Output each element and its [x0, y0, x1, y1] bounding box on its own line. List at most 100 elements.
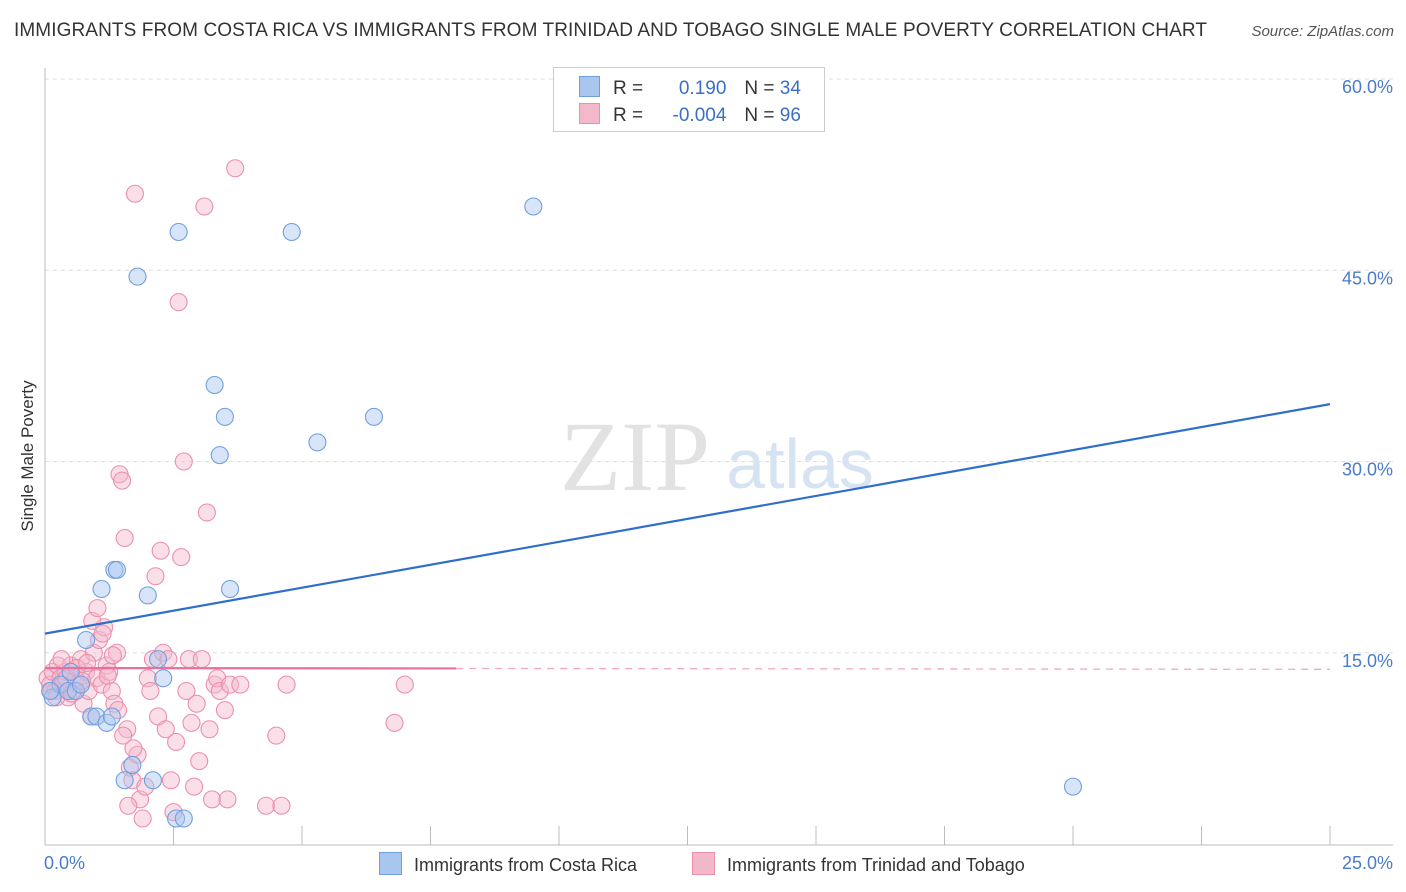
chart-title: IMMIGRANTS FROM COSTA RICA VS IMMIGRANTS… [14, 20, 1208, 41]
blue-point [282, 222, 301, 242]
bottom-legend-costa-rica: Immigrants from Costa Rica [379, 852, 637, 876]
blue-point [77, 630, 96, 650]
pink-point [220, 675, 240, 694]
legend-r-label: R = [613, 78, 644, 99]
x-tick-label-max: 25.0% [1342, 853, 1393, 873]
watermark-zip: ZIP [560, 401, 710, 512]
blue-point [174, 809, 193, 828]
pink-point [267, 726, 286, 745]
blue-point [115, 771, 134, 790]
pink-point [151, 541, 170, 560]
legend-row-costa-rica: R = 0.190 N = 34 [579, 76, 801, 100]
pink-point [215, 701, 234, 720]
legend-swatch-pink [579, 103, 600, 124]
pink-point [88, 599, 107, 618]
pink-point [93, 624, 112, 643]
pink-point [161, 771, 180, 790]
pink-point [172, 548, 191, 567]
blue-point [71, 675, 91, 694]
pink-point [203, 790, 222, 809]
pink-point [197, 503, 216, 522]
pink-point [256, 796, 276, 815]
pink-point [395, 675, 414, 694]
blue-point [107, 560, 127, 579]
legend-swatch-blue [579, 76, 600, 97]
pink-point [192, 650, 211, 669]
pink-point [119, 796, 138, 815]
bottom-legend-trinidad: Immigrants from Trinidad and Tobago [692, 852, 1025, 876]
legend-r-value-2: -0.004 [672, 105, 727, 126]
legend-n-label: N = [744, 78, 775, 99]
pink-point [115, 528, 134, 548]
blue-point [123, 755, 142, 775]
blue-point [364, 407, 384, 426]
pink-point [187, 694, 206, 713]
blue-point [220, 579, 240, 599]
pink-point [103, 646, 122, 665]
x-tick-label-min: 0.0% [44, 853, 85, 873]
pink-point [133, 809, 152, 828]
pink-point [200, 720, 219, 739]
correlation-legend: R = 0.190 N = 34 R = -0.004 N = 96 [553, 67, 825, 132]
pink-trend-line-extension [456, 667, 1331, 670]
blue-point [143, 771, 162, 790]
blue-point [41, 681, 60, 701]
legend-row-trinidad: R = -0.004 N = 96 [579, 103, 801, 127]
blue-point [169, 222, 188, 242]
axes [44, 68, 1393, 846]
blue-point [138, 586, 157, 605]
bottom-legend-label-1: Immigrants from Costa Rica [414, 855, 638, 875]
pink-series-points [38, 159, 414, 828]
pink-point [124, 739, 143, 758]
pink-point [167, 732, 186, 752]
blue-point [1063, 777, 1083, 796]
blue-trend-line [44, 403, 1331, 635]
legend-n-label-2: N = [744, 105, 775, 126]
blue-point [210, 446, 229, 465]
blue-point [128, 267, 147, 286]
pink-point [385, 713, 404, 732]
pink-point [114, 726, 133, 745]
pink-point [210, 681, 229, 701]
bottom-swatch-blue [379, 852, 402, 875]
pink-point [174, 452, 193, 471]
pink-point [218, 790, 237, 809]
pink-point [146, 567, 165, 586]
pink-point [113, 471, 132, 490]
pink-point [169, 293, 188, 312]
pink-point [226, 159, 245, 178]
y-tick-label: 45.0% [1342, 268, 1393, 288]
bottom-legend-label-2: Immigrants from Trinidad and Tobago [727, 855, 1025, 875]
gridlines [45, 78, 1393, 654]
pink-point [182, 713, 201, 732]
blue-series-points [41, 197, 1083, 828]
blue-point [167, 809, 186, 828]
legend-n-value-2: 96 [779, 105, 801, 126]
y-tick-label: 60.0% [1342, 77, 1393, 97]
bottom-swatch-pink [692, 852, 715, 875]
pink-point [141, 681, 160, 701]
pink-point [231, 675, 250, 694]
pink-point [156, 720, 175, 739]
y-tick-label: 15.0% [1342, 651, 1393, 671]
pink-point [177, 681, 196, 701]
blue-point [92, 579, 111, 599]
tick-labels: 15.0% 30.0% 45.0% 60.0% 0.0% 25.0% [44, 77, 1393, 873]
y-tick-label: 30.0% [1342, 460, 1393, 480]
legend-n-value-1: 34 [779, 78, 801, 99]
blue-point [524, 197, 543, 216]
blue-point [308, 433, 327, 452]
trend-lines [44, 403, 1331, 670]
legend-r-value-1: 0.190 [678, 78, 727, 99]
pink-point [125, 184, 144, 203]
legend-r-label-2: R = [613, 105, 644, 126]
blue-point [154, 669, 173, 688]
source-label: Source: ZipAtlas.com [1251, 23, 1394, 40]
pink-point [185, 777, 204, 796]
blue-point [82, 707, 101, 726]
blue-point [149, 650, 168, 669]
pink-point [277, 675, 296, 694]
pink-point [190, 752, 209, 771]
pink-point [272, 796, 291, 815]
